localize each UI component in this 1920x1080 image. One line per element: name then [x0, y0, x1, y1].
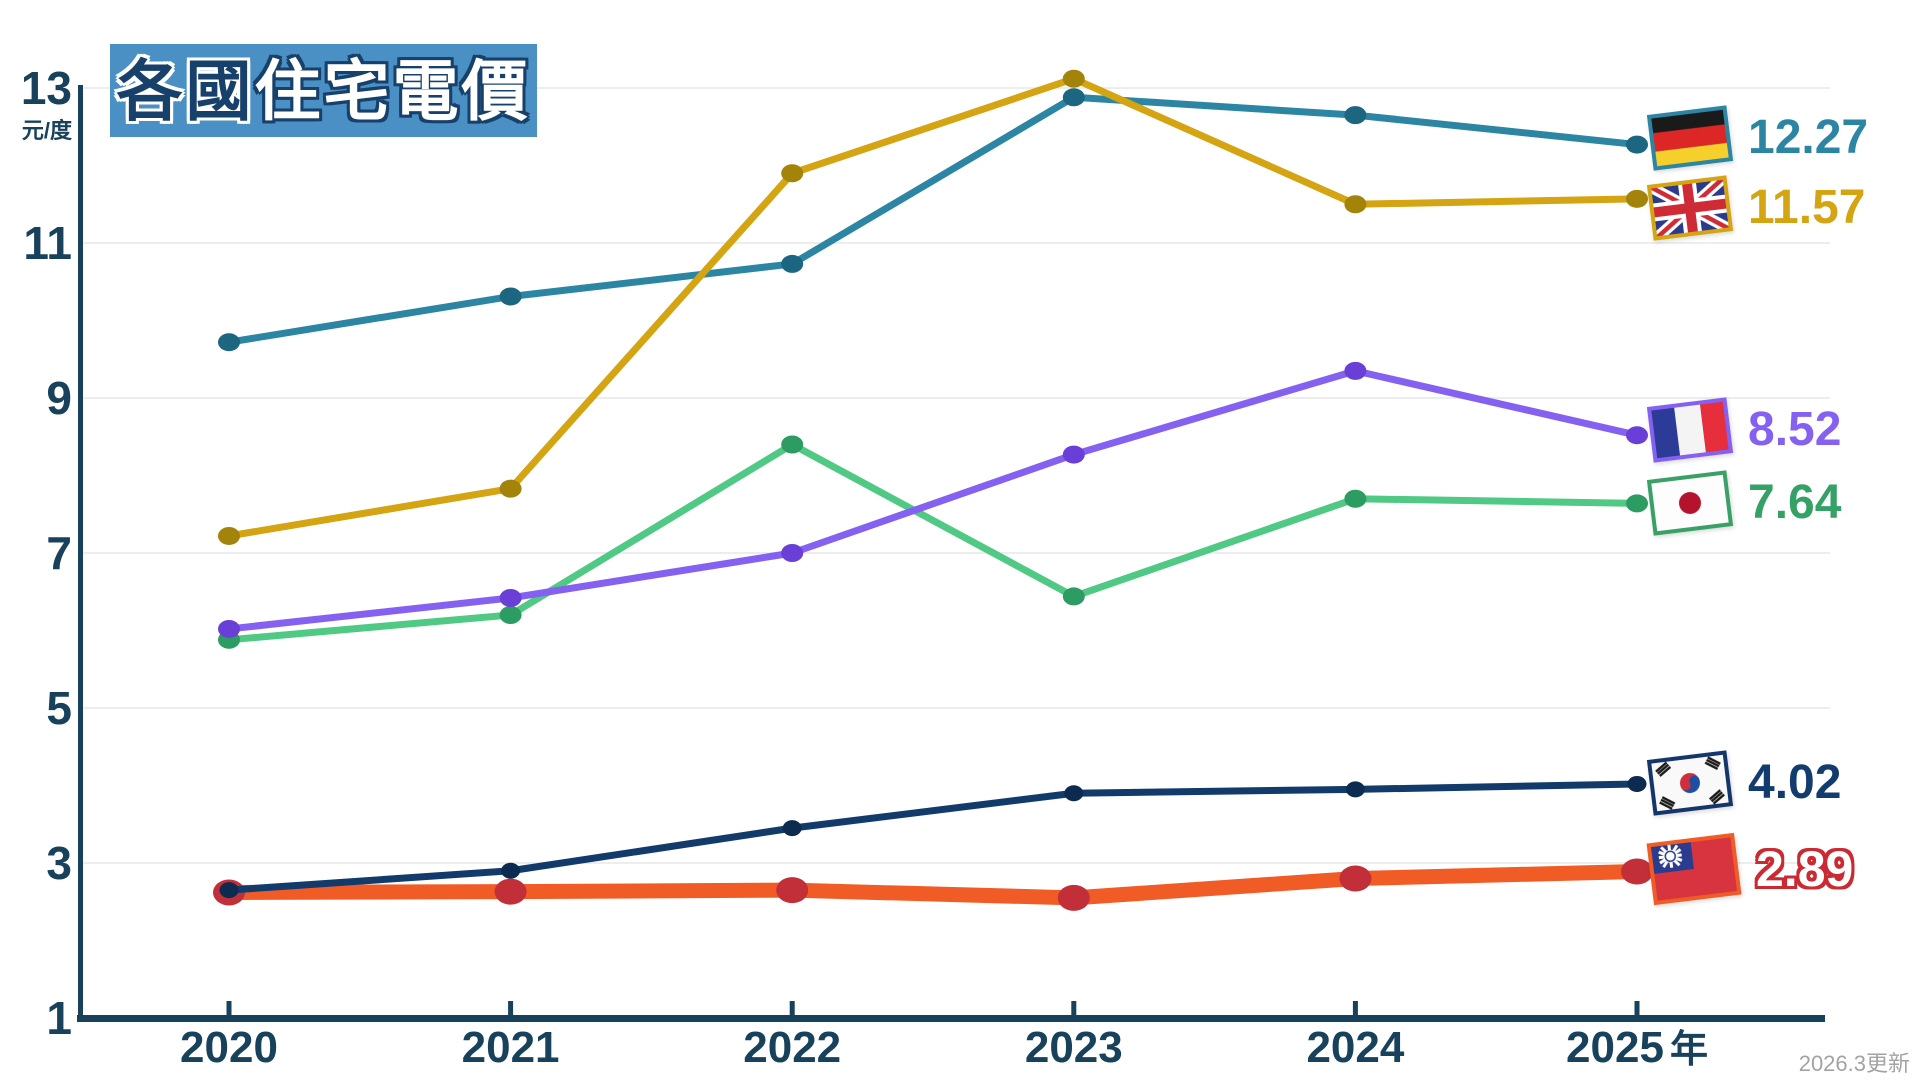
legend-value-france: 8.52 — [1748, 403, 1842, 456]
legend-korea: 4.02 — [1646, 750, 1842, 816]
data-point-france-2021 — [499, 588, 522, 607]
data-point-taiwan-2021 — [494, 878, 527, 905]
x-tick-2025 — [1634, 1001, 1640, 1016]
data-point-france-2022 — [781, 544, 804, 562]
taiwan-flag-icon — [1646, 832, 1742, 906]
y-tick-label-7: 7 — [46, 527, 72, 579]
data-point-korea-2024 — [1345, 781, 1365, 798]
y-tick-label-5: 5 — [46, 682, 72, 734]
x-tick-label-2023: 2023 — [1025, 1023, 1123, 1072]
legend-value-taiwan: 2.89 — [1756, 841, 1854, 897]
data-point-taiwan-2022 — [776, 877, 809, 904]
x-tick-label-2022: 2022 — [743, 1023, 841, 1072]
legend-france: 8.52 — [1646, 397, 1842, 463]
legend-value-germany: 12.27 — [1748, 111, 1869, 164]
y-axis-line — [78, 85, 83, 1021]
x-tick-label-2024: 2024 — [1306, 1023, 1404, 1072]
title-dark-part: 各國 — [116, 53, 255, 128]
data-point-taiwan-2024 — [1339, 865, 1372, 892]
data-point-korea-2022 — [782, 820, 802, 837]
data-point-korea-2025 — [1627, 775, 1647, 792]
data-point-france-2025 — [1626, 426, 1648, 445]
data-point-uk-2022 — [781, 164, 804, 183]
title-light-part: 住宅電價 — [254, 53, 531, 128]
data-point-japan-2022 — [781, 435, 804, 454]
x-axis-line — [77, 1015, 1825, 1022]
data-point-germany-2021 — [499, 287, 522, 306]
legend-japan: 7.64 — [1646, 470, 1842, 536]
data-point-japan-2023 — [1062, 587, 1085, 606]
x-tick-2023 — [1071, 1001, 1077, 1016]
data-point-uk-2020 — [218, 526, 240, 545]
x-tick-label-2025: 2025 年 — [1566, 1023, 1708, 1072]
series-line-korea — [225, 780, 1641, 894]
series-line-taiwan — [221, 864, 1645, 906]
x-tick-2024 — [1352, 1001, 1358, 1016]
legend-value-japan: 7.64 — [1748, 476, 1842, 529]
legend-taiwan: 2.89 — [1646, 832, 1854, 906]
data-point-uk-2023 — [1062, 69, 1085, 88]
germany-flag-icon — [1646, 105, 1734, 171]
data-point-uk-2025 — [1626, 189, 1648, 208]
data-point-uk-2021 — [499, 479, 522, 498]
data-point-japan-2024 — [1344, 489, 1367, 508]
legend-value-korea: 4.02 — [1748, 756, 1842, 809]
legend-value-uk: 11.57 — [1748, 181, 1866, 234]
data-point-japan-2021 — [499, 606, 522, 624]
x-tick-2021 — [508, 1001, 514, 1016]
data-point-japan-2025 — [1626, 494, 1648, 513]
y-tick-label-3: 3 — [46, 837, 72, 889]
data-point-taiwan-2023 — [1057, 884, 1090, 911]
data-point-korea-2021 — [501, 862, 521, 879]
series-line-uk — [225, 75, 1641, 540]
y-tick-label-13: 13 — [21, 62, 72, 114]
data-point-germany-2025 — [1626, 135, 1648, 154]
uk-flag-icon — [1644, 171, 1736, 245]
y-axis-unit: 元/度 — [22, 118, 73, 143]
update-note: 2026.3更新 — [1798, 1051, 1910, 1076]
data-point-korea-2020 — [219, 882, 239, 899]
x-tick-2022 — [789, 1001, 795, 1016]
x-tick-label-2021: 2021 — [462, 1023, 560, 1072]
legend-germany: 12.27 — [1646, 105, 1869, 171]
series-line-france — [225, 367, 1641, 633]
south-korea-flag-icon — [1646, 750, 1734, 816]
series-line-japan — [225, 441, 1641, 644]
data-point-france-2023 — [1062, 445, 1085, 464]
legend-uk: 11.57 — [1644, 171, 1866, 245]
y-tick-label-9: 9 — [46, 372, 72, 424]
data-point-taiwan-2025 — [1621, 858, 1653, 885]
data-point-germany-2022 — [781, 254, 804, 273]
data-point-germany-2024 — [1344, 106, 1367, 125]
data-point-france-2020 — [218, 619, 240, 638]
chart-title: 各國 住宅電價 — [110, 44, 537, 137]
data-point-france-2024 — [1344, 361, 1367, 380]
y-tick-label-11: 11 — [23, 217, 72, 269]
data-point-germany-2020 — [218, 333, 240, 352]
data-point-korea-2023 — [1064, 785, 1084, 802]
data-point-uk-2024 — [1344, 195, 1367, 214]
y-tick-label-1: 1 — [46, 992, 72, 1044]
series-line-germany — [225, 93, 1641, 346]
data-point-germany-2023 — [1062, 88, 1085, 107]
france-flag-icon — [1646, 397, 1734, 463]
x-tick-label-2020: 2020 — [180, 1023, 278, 1072]
japan-flag-icon — [1646, 470, 1734, 536]
x-tick-2020 — [226, 1001, 232, 1016]
